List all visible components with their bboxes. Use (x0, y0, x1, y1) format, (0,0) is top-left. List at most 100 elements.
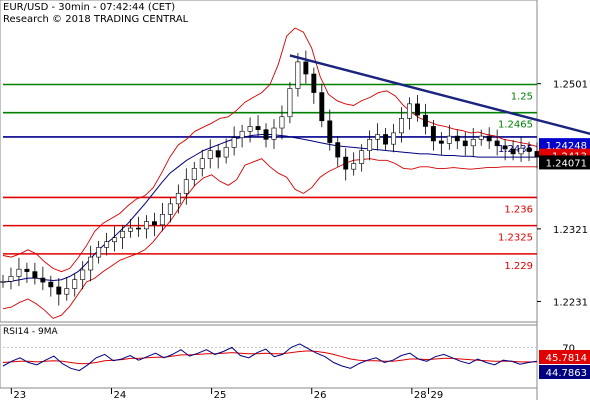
chart-source: Research © 2018 TRADING CENTRAL (3, 14, 189, 25)
x-tick-label: 28 (414, 390, 427, 400)
candle-body (399, 118, 404, 134)
candle-body (40, 277, 46, 283)
candle-body (231, 137, 237, 148)
last-price-tag-bg (539, 155, 590, 170)
candle-body (311, 73, 317, 93)
candle-body (64, 288, 70, 295)
candle-body (72, 279, 78, 289)
candle-body (486, 135, 492, 142)
candle-body (383, 134, 389, 145)
candle-body (56, 286, 62, 295)
candle-body (191, 168, 197, 180)
x-tick-label: 29 (431, 390, 444, 400)
candle-body (438, 140, 444, 144)
candle-body (120, 230, 126, 239)
rsi-value-tag: 45.7814 (546, 353, 587, 364)
candle-body (88, 256, 94, 271)
candle-body (8, 276, 14, 282)
level-label: 1.25 (511, 91, 533, 102)
candle-body (407, 103, 412, 119)
candle-body (327, 120, 333, 143)
candle-body (335, 142, 341, 158)
y-tick-label: 1.2501 (553, 80, 588, 91)
candle-body (32, 271, 38, 279)
bid-price-tag-bg (539, 138, 590, 153)
candle-body (183, 179, 189, 194)
candle-body (80, 269, 86, 280)
candle-body (136, 227, 141, 230)
candle-body (446, 135, 452, 144)
candle-body (239, 130, 245, 139)
chart-title: EUR/USD - 30min - 07:42:44 (CET) (3, 2, 176, 13)
candle-body (175, 193, 181, 205)
candle-body (159, 214, 165, 226)
moving-average-line (2, 134, 537, 283)
candle-body (367, 139, 373, 151)
candle-body (359, 150, 365, 164)
candle-body (207, 150, 213, 159)
candle-body (255, 126, 261, 130)
candle-body (319, 92, 325, 122)
candle-body (343, 156, 349, 170)
candle-body (199, 158, 205, 169)
candle-body (215, 150, 221, 158)
candle-body (128, 227, 133, 232)
y-tick-label: 1.2321 (553, 225, 588, 236)
candle-body (422, 114, 428, 127)
candle-body (0, 280, 6, 283)
candle-body (287, 88, 293, 118)
candle-body (48, 281, 54, 288)
candle-body (518, 147, 524, 155)
y-tick-label: 1.2231 (553, 297, 588, 308)
bollinger-upper-line (2, 27, 538, 273)
rsi-value-tag-bg (539, 350, 590, 364)
candle-body (24, 268, 30, 272)
candle-body (144, 221, 149, 230)
candle-body (462, 140, 468, 147)
candle-body (502, 145, 508, 150)
candle-body (167, 203, 173, 215)
rsi-panel-frame (0, 324, 538, 389)
candle-body (271, 127, 277, 140)
level-label: 1.236 (504, 204, 533, 215)
candle-body (391, 132, 396, 145)
bollinger-lower-line (2, 158, 537, 319)
rsi-level-label: 70 (562, 343, 575, 354)
candle-body (494, 140, 500, 147)
rsi-ma-value-tag: 44.7863 (546, 368, 587, 379)
x-tick-label: 25 (214, 390, 227, 400)
candle-body (414, 103, 420, 116)
candle-body (263, 129, 269, 140)
candle-body (526, 147, 532, 152)
resistance-trendline (289, 54, 590, 135)
candle-body (454, 135, 460, 142)
level-label: 1.2465 (498, 120, 533, 131)
x-tick-label: 26 (314, 390, 327, 400)
candle-body (16, 268, 22, 277)
candle-body (351, 163, 357, 170)
bid-price-tag: 1.24248 (546, 141, 587, 152)
candle-body (295, 61, 301, 89)
candle-body (104, 241, 110, 248)
candle-body (430, 126, 436, 142)
candle-body (478, 135, 484, 140)
candle-body (223, 147, 229, 158)
candle-body (510, 148, 516, 155)
level-label: 1.2325 (498, 233, 533, 244)
rsi-indicator-label: RSI14 - 9MA (3, 327, 58, 337)
candle-body (112, 237, 118, 243)
candle-body (303, 61, 309, 75)
candle-body (470, 139, 476, 147)
rsi-line (2, 343, 538, 372)
x-tick-label: 24 (113, 390, 126, 400)
candle-body (151, 221, 157, 226)
candle-body (96, 247, 102, 258)
candle-body (375, 134, 381, 140)
candle-body (534, 151, 540, 158)
candle-body (279, 116, 285, 129)
last-price-tag: 1.24071 (546, 158, 587, 169)
x-tick-label: 23 (13, 390, 26, 400)
candle-body (247, 126, 253, 132)
